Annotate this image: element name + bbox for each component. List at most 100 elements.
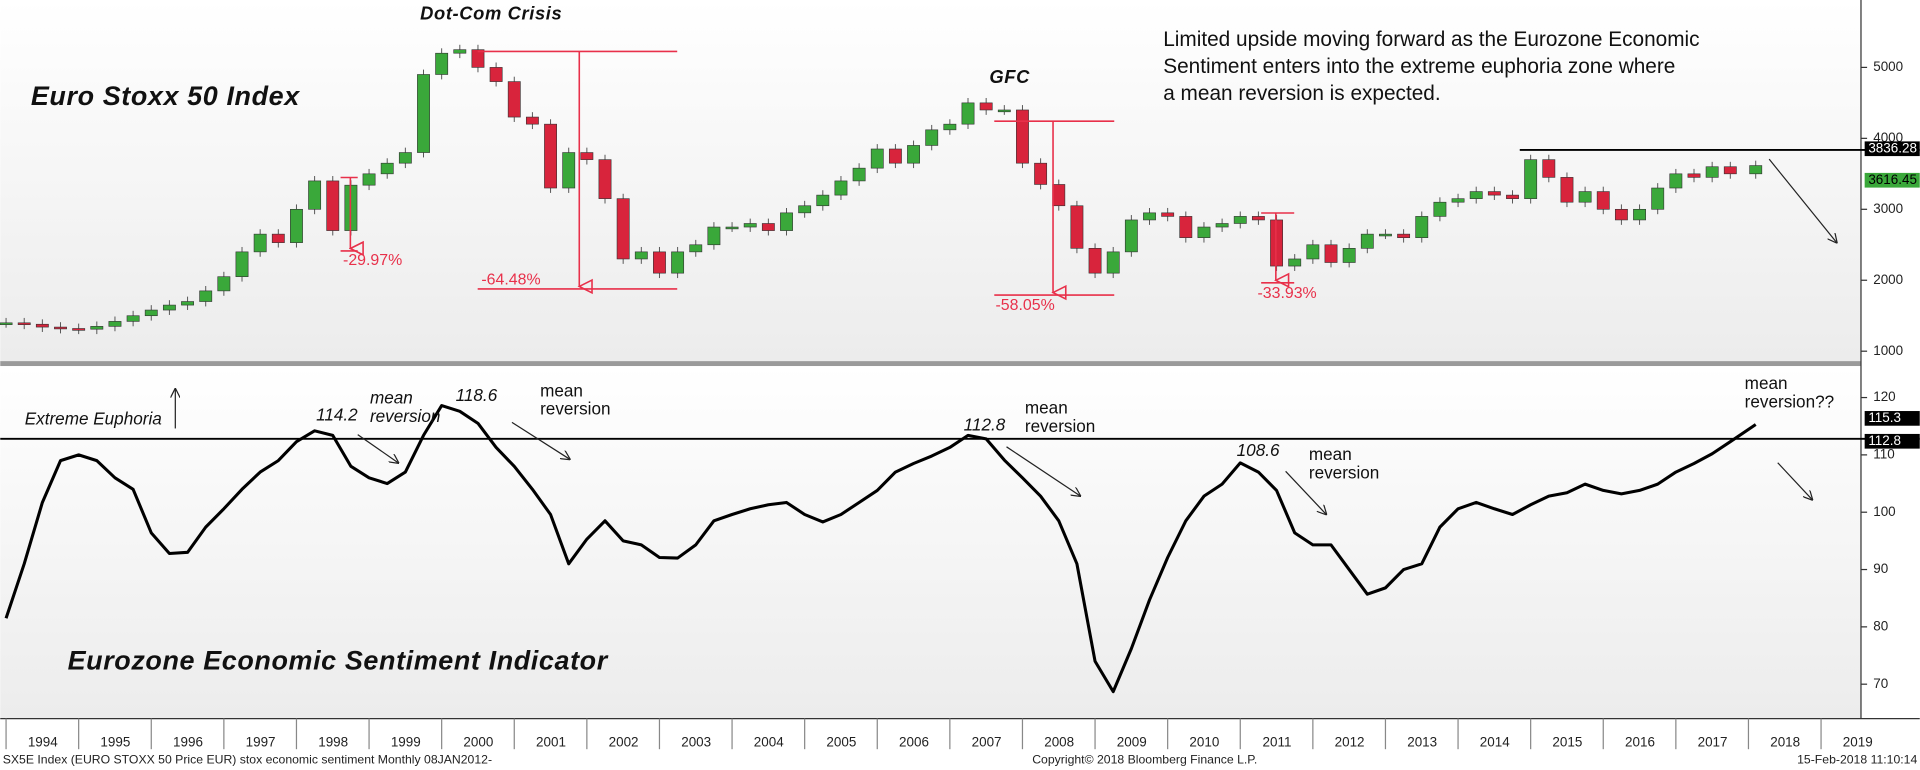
candle — [1524, 159, 1538, 199]
candle — [72, 328, 86, 331]
candle — [943, 123, 957, 131]
candle — [1124, 219, 1138, 253]
y-tick-label: 70 — [1873, 676, 1888, 691]
candle — [398, 152, 412, 164]
value-tag — [1864, 172, 1920, 188]
value-tag-label: 112.8 — [1868, 433, 1901, 448]
candle — [979, 102, 993, 111]
arrow — [1006, 446, 1080, 496]
drawdown-label: -33.93% — [1257, 285, 1316, 302]
x-tick-label: 2014 — [1480, 735, 1510, 750]
candle — [1669, 173, 1683, 189]
candle — [235, 251, 249, 278]
x-tick-label: 2001 — [536, 735, 566, 750]
candle — [907, 145, 920, 164]
candle — [888, 148, 902, 164]
candle — [707, 226, 721, 246]
candle — [544, 123, 557, 189]
y-tick-label: 4000 — [1873, 130, 1903, 145]
candle — [453, 49, 467, 54]
candle — [653, 251, 666, 274]
candle — [1542, 159, 1556, 178]
candle — [1324, 244, 1338, 263]
x-tick-label: 2010 — [1189, 735, 1219, 750]
x-tick-label: 2013 — [1407, 735, 1437, 750]
x-tick-label: 1999 — [391, 735, 421, 750]
candle — [181, 301, 194, 306]
x-tick-label: 2004 — [754, 735, 784, 750]
candle — [54, 326, 67, 330]
x-tick-label: 1994 — [28, 735, 58, 750]
drawdown-label: -58.05% — [996, 297, 1055, 314]
annotation: Dot-Com Crisis — [420, 3, 562, 24]
candle — [580, 152, 594, 160]
top-panel — [0, 0, 1861, 362]
candle — [290, 208, 303, 243]
candle — [1306, 244, 1320, 260]
candle — [852, 167, 866, 182]
candle — [1161, 212, 1175, 217]
candle — [1342, 248, 1356, 263]
candle — [326, 180, 340, 231]
x-tick-label: 2005 — [826, 735, 856, 750]
candle — [35, 323, 49, 328]
candle — [362, 173, 376, 186]
y-tick-label: 5000 — [1873, 59, 1903, 74]
arrow — [1777, 462, 1812, 500]
candle — [1360, 233, 1374, 249]
candle — [1052, 184, 1066, 207]
annotation: GFC — [989, 66, 1030, 87]
candle — [562, 152, 576, 189]
candle — [671, 251, 685, 274]
candle — [17, 322, 31, 325]
candle — [380, 162, 394, 175]
zone-label: Extreme Euphoria — [25, 408, 162, 428]
y-tick-label: 3000 — [1873, 201, 1903, 216]
x-tick-label: 2017 — [1698, 735, 1728, 750]
y-tick-label: 120 — [1873, 389, 1895, 404]
candle — [725, 226, 739, 230]
note: mean — [1309, 444, 1352, 464]
peak-label: 114.2 — [316, 405, 358, 425]
note: mean — [370, 388, 413, 408]
commentary: a mean reversion is expected. — [1163, 82, 1440, 105]
y-tick-label: 1000 — [1873, 343, 1903, 358]
candle — [1560, 177, 1574, 203]
y-tick-label: 2000 — [1873, 272, 1903, 287]
candle — [634, 251, 648, 260]
arrow — [511, 421, 570, 459]
candle — [525, 116, 539, 125]
candle — [108, 321, 122, 327]
candle — [1233, 216, 1247, 224]
commentary: Limited upside moving forward as the Eur… — [1163, 28, 1699, 51]
x-tick-label: 2016 — [1625, 735, 1655, 750]
x-tick-label: 2019 — [1843, 735, 1873, 750]
candle — [1251, 216, 1265, 221]
drawdown-label: -29.97% — [343, 252, 402, 269]
candle — [90, 326, 104, 330]
x-tick-label: 2015 — [1552, 735, 1582, 750]
peak-label: 108.6 — [1237, 440, 1280, 460]
candle — [1143, 212, 1156, 221]
candle — [997, 109, 1011, 113]
candle — [1687, 173, 1701, 178]
x-tick-label: 2000 — [463, 735, 493, 750]
candle — [126, 315, 140, 322]
y-tick-label: 110 — [1873, 446, 1894, 461]
candle — [1197, 226, 1211, 238]
y-tick-label: 90 — [1873, 561, 1888, 576]
candle — [1433, 201, 1447, 217]
value-tag — [1864, 411, 1920, 426]
note: reversion — [1309, 462, 1379, 482]
candle — [834, 180, 848, 196]
candle — [271, 233, 285, 243]
chart-title: Eurozone Economic Sentiment Indicator — [68, 645, 609, 675]
candle — [1016, 109, 1029, 164]
x-tick-label: 2012 — [1335, 735, 1365, 750]
candle — [471, 49, 485, 68]
drawdown-label: -64.48% — [481, 272, 540, 289]
candle — [1451, 198, 1465, 203]
candle — [1106, 251, 1120, 274]
note: reversion — [370, 406, 440, 426]
candle — [144, 309, 158, 317]
